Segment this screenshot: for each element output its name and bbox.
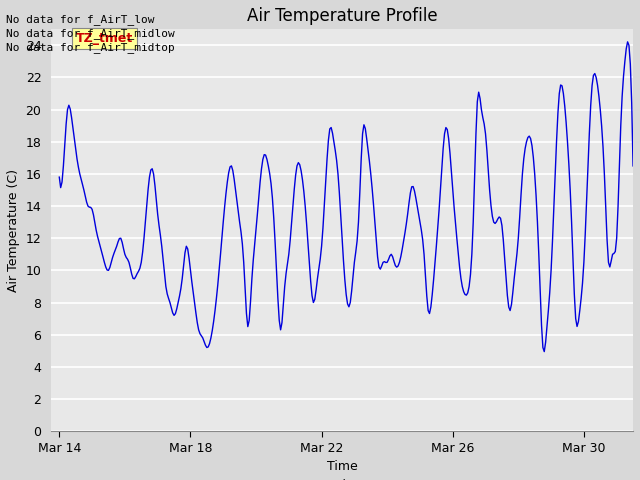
Y-axis label: Air Temperature (C): Air Temperature (C) [7,168,20,292]
Text: No data for f_AirT_midlow: No data for f_AirT_midlow [6,28,175,39]
X-axis label: Time: Time [326,460,358,473]
Text: No data for f_AirT_midtop: No data for f_AirT_midtop [6,42,175,53]
Text: No data for f_AirT_low: No data for f_AirT_low [6,13,155,24]
Legend: AirT 22m: AirT 22m [288,474,396,480]
Text: TZ_tmet: TZ_tmet [76,32,133,45]
Title: Air Temperature Profile: Air Temperature Profile [247,7,437,25]
